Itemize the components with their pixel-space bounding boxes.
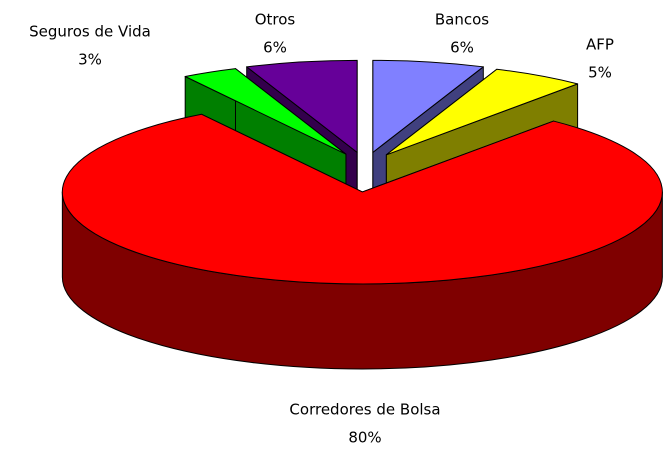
slice-value-label: 80% [348,429,381,447]
slice-top [184,68,347,155]
slice-value-label: 6% [263,39,287,57]
slice [61,113,663,370]
slice-label: AFP [586,36,614,54]
slice-top [385,68,579,156]
slice-label: Otros [255,11,296,29]
slice-top [246,59,358,153]
slice-value-label: 3% [78,51,102,69]
slice-top [61,113,663,285]
slice-label: Corredores de Bolsa [289,401,440,419]
slice-label: Bancos [435,11,489,29]
slice-top [372,59,484,153]
slice-label: Seguros de Vida [29,23,151,41]
slice-value-label: 6% [450,39,474,57]
slice-value-label: 5% [588,64,612,82]
